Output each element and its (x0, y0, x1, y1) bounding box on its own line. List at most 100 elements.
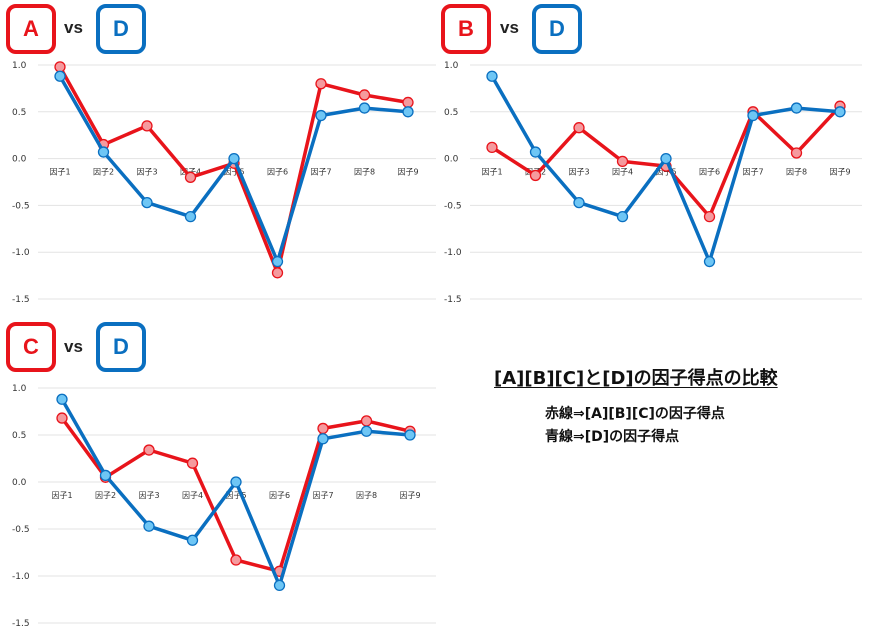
data-point-D (317, 433, 329, 445)
x-category-label: 因子5 (225, 491, 246, 500)
panel-2-vs-text: vs (500, 18, 519, 37)
data-point-D (404, 429, 416, 441)
y-tick-label: 0.5 (12, 431, 26, 441)
data-point-D (790, 102, 803, 114)
data-point-D (402, 106, 414, 118)
data-point-C (143, 444, 155, 456)
data-point-D (184, 210, 197, 223)
panel-3-vs-text: vs (64, 337, 83, 356)
data-point-B (703, 210, 716, 223)
x-category-label: 因子3 (136, 168, 157, 177)
x-category-label: 因子7 (742, 168, 763, 177)
data-point-D (573, 196, 585, 209)
data-point-D (271, 255, 284, 268)
data-point-D (228, 152, 240, 165)
data-point-A (358, 89, 371, 101)
y-tick-label: -1.0 (12, 248, 30, 258)
y-tick-label: 1.0 (12, 384, 27, 394)
panel-2-left-label: B (441, 4, 491, 54)
x-category-label: 因子3 (138, 491, 159, 500)
x-category-label: 因子6 (269, 491, 290, 500)
data-point-D (97, 146, 110, 158)
x-category-label: 因子6 (267, 168, 288, 177)
data-point-D (99, 469, 112, 482)
x-category-label: 因子2 (95, 491, 116, 500)
data-point-A (141, 120, 153, 132)
data-point-C (317, 422, 329, 435)
x-category-label: 因子5 (223, 168, 244, 177)
panel-3-left-label: C (6, 322, 56, 372)
data-point-C (230, 554, 242, 566)
y-tick-label: -1.5 (12, 619, 30, 629)
data-point-B (486, 141, 498, 154)
x-category-label: 因子8 (354, 168, 375, 177)
chart-panel-2: 1.00.50.0-0.5-1.0-1.5因子1因子2因子3因子4因子5因子6因… (444, 61, 862, 305)
data-point-A (54, 61, 66, 73)
data-point-D (616, 210, 629, 223)
data-point-D (143, 520, 155, 532)
x-category-label: 因子9 (829, 168, 850, 177)
panel-3-right-label: D (96, 322, 146, 372)
x-category-label: 因子8 (356, 491, 377, 500)
data-point-C (360, 415, 373, 427)
x-category-label: 因子9 (397, 168, 418, 177)
x-category-label: 因子7 (312, 491, 333, 500)
x-category-label: 因子5 (655, 168, 676, 177)
x-category-label: 因子4 (612, 168, 633, 177)
x-category-label: 因子1 (481, 168, 502, 177)
data-point-D (56, 393, 68, 405)
data-point-B (616, 155, 629, 168)
data-point-D (186, 534, 199, 546)
y-tick-label: 1.0 (444, 61, 459, 71)
x-category-label: 因子3 (568, 168, 589, 177)
data-point-D (660, 152, 672, 165)
data-point-D (834, 106, 846, 118)
blue-line-legend: 青線⇒[D]の因子得点 (545, 429, 680, 445)
data-point-D (486, 70, 498, 82)
panel-2-right-label: D (532, 4, 582, 54)
x-category-label: 因子4 (182, 491, 203, 500)
x-category-label: 因子9 (399, 491, 420, 500)
x-category-label: 因子7 (310, 168, 331, 177)
data-point-C (186, 457, 199, 469)
data-point-D (54, 70, 66, 82)
y-tick-label: 0.5 (444, 108, 458, 118)
data-point-B (573, 122, 585, 134)
y-tick-label: -0.5 (12, 201, 30, 211)
data-point-B (529, 169, 542, 182)
data-point-A (402, 96, 414, 109)
y-tick-label: 0.0 (12, 155, 27, 165)
y-tick-label: -1.5 (12, 295, 30, 305)
chart-panel-3: 1.0 0.5 0.0 -0.5 -1.0 -1.5 因子1 因子2 因子3 因子4 因子5 因子6 因… (12, 384, 436, 629)
y-tick-label: 0.5 (12, 108, 26, 118)
data-point-D (360, 425, 373, 437)
y-tick-label: -1.0 (12, 572, 30, 582)
data-point-D (141, 196, 153, 209)
y-tick-label: 0.0 (444, 155, 459, 165)
data-point-D (529, 146, 542, 158)
x-category-label: 因子1 (51, 491, 72, 500)
data-point-A (184, 171, 197, 183)
x-category-label: 因子8 (786, 168, 807, 177)
data-point-D (315, 109, 327, 122)
y-tick-label: 0.0 (12, 478, 27, 488)
panel-1-vs-text: vs (64, 18, 83, 37)
y-tick-label: -1.5 (444, 295, 462, 305)
data-point-C (56, 412, 68, 424)
chart-panel-1: 1.00.50.0-0.5-1.0-1.5因子1因子2因子3因子4因子5因子6因… (12, 61, 436, 305)
x-category-label: 因子6 (699, 168, 720, 177)
data-point-D (703, 255, 716, 268)
comparison-title: [A][B][C]と[D]の因子得点の比較 (494, 368, 778, 389)
data-point-D (273, 579, 286, 592)
x-category-label: 因子1 (49, 168, 70, 177)
data-point-A (315, 78, 327, 90)
data-point-B (790, 147, 803, 159)
red-line-legend: 赤線⇒[A][B][C]の因子得点 (545, 406, 725, 422)
panel-1-right-label: D (96, 4, 146, 54)
data-point-D (230, 476, 242, 488)
y-tick-label: -0.5 (12, 525, 30, 535)
x-category-label: 因子2 (93, 168, 114, 177)
data-point-D (358, 102, 371, 114)
y-tick-label: 1.0 (12, 61, 27, 71)
